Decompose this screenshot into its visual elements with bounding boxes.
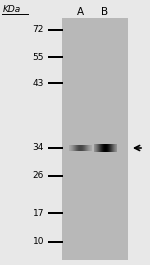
Text: 55: 55: [33, 52, 44, 61]
Text: 10: 10: [33, 237, 44, 246]
Text: 43: 43: [33, 78, 44, 87]
Text: B: B: [101, 7, 109, 17]
Text: 34: 34: [33, 144, 44, 152]
Text: 72: 72: [33, 25, 44, 34]
Text: KDa: KDa: [3, 6, 21, 15]
Text: A: A: [76, 7, 84, 17]
Text: 17: 17: [33, 209, 44, 218]
Text: 26: 26: [33, 171, 44, 180]
